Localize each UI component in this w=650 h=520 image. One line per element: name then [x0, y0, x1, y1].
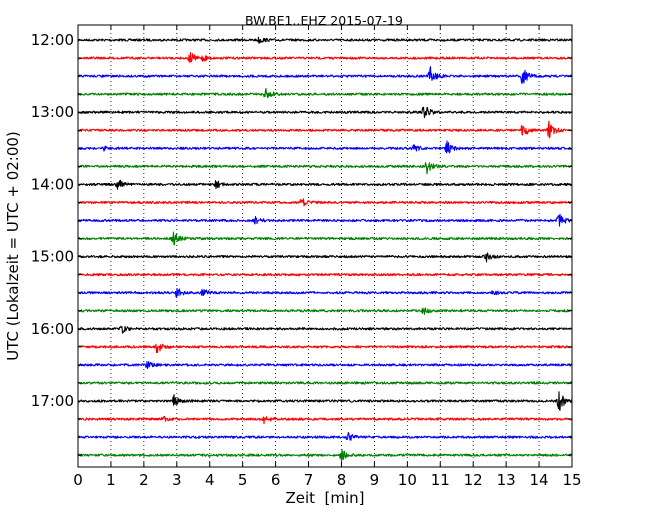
x-tick-label: 11	[431, 471, 450, 489]
chart-title: BW.BE1..EHZ 2015-07-19	[245, 13, 403, 28]
x-tick-label: 6	[271, 471, 281, 489]
axis-ticks	[77, 25, 573, 467]
seismogram-trace-1200	[77, 36, 573, 44]
x-tick-labels: 0 1 2 3 4 5 6 7 8 9 10 11 12 13 14 15	[73, 471, 581, 489]
x-tick-label: 8	[337, 471, 347, 489]
x-tick-label: 12	[464, 471, 483, 489]
grid-lines	[110, 25, 540, 467]
y-tick-label: 12:00	[31, 31, 74, 49]
seismogram-trace-1315	[77, 120, 573, 139]
seismogram-traces	[77, 36, 573, 463]
seismogram-trace-1645	[77, 381, 573, 385]
seismogram-trace-1445	[77, 231, 573, 246]
seismogram-trace-1715	[77, 415, 573, 425]
seismogram-trace-1430	[77, 213, 573, 227]
x-tick-label: 4	[205, 471, 215, 489]
y-tick-label: 16:00	[31, 320, 74, 338]
seismogram-trace-1330	[77, 140, 573, 154]
seismogram-trace-1700	[77, 391, 573, 411]
x-axis-label: Zeit [min]	[285, 489, 364, 507]
x-tick-label: 10	[398, 471, 417, 489]
x-tick-label: 9	[370, 471, 380, 489]
x-tick-label: 1	[106, 471, 116, 489]
x-tick-label: 2	[139, 471, 149, 489]
x-tick-label: 3	[172, 471, 182, 489]
seismogram-trace-1600	[77, 325, 573, 334]
x-tick-label: 7	[304, 471, 314, 489]
x-tick-label: 0	[73, 471, 83, 489]
y-axis-label: UTC (Lokalzeit = UTC + 02:00)	[4, 131, 22, 361]
x-tick-label: 5	[238, 471, 248, 489]
x-tick-label: 13	[497, 471, 516, 489]
seismogram-trace-1400	[77, 179, 573, 190]
y-tick-label: 15:00	[31, 248, 74, 266]
seismogram-trace-1745	[77, 449, 573, 463]
x-tick-label: 14	[530, 471, 549, 489]
x-tick-label: 15	[562, 471, 581, 489]
seismogram-trace-1215	[77, 51, 573, 64]
seismogram-trace-1230	[77, 66, 573, 85]
y-tick-label: 14:00	[31, 175, 74, 193]
seismogram-trace-1515	[77, 273, 573, 277]
seismogram-trace-1545	[77, 307, 573, 315]
seismogram-trace-1345	[77, 162, 573, 175]
seismogram-trace-1300	[77, 106, 573, 119]
seismogram-trace-1730	[77, 431, 573, 441]
y-tick-label: 17:00	[31, 392, 74, 410]
plot-frame	[77, 24, 573, 468]
seismogram-trace-1245	[77, 87, 573, 99]
seismogram-trace-1615	[77, 343, 573, 354]
y-tick-labels: 12:00 13:00 14:00 15:00 16:00 17:00	[31, 31, 74, 410]
y-tick-label: 13:00	[31, 103, 74, 121]
seismogram-trace-1530	[77, 287, 573, 298]
seismogram-trace-1630	[77, 361, 573, 370]
seismogram-trace-1500	[77, 252, 573, 263]
seismogram-trace-1415	[77, 198, 573, 207]
